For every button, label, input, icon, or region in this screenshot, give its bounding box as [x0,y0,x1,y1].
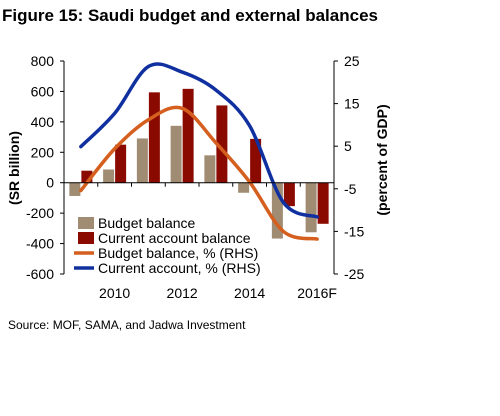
legend-swatch [78,217,94,229]
legend-swatch [78,232,94,244]
y-axis-label-right: (percent of GDP) [374,104,390,215]
y-tick-label-right: 15 [344,96,360,112]
bar-current-account-balance-2013 [216,105,228,183]
bar-current-account-balance-2009 [81,170,93,183]
legend-label: Current account, % (RHS) [98,260,261,276]
y-tick-label-left: -200 [26,205,54,221]
bar-current-account-balance-2010 [115,144,127,183]
axes-layer: -600 -400 -200 0 200 400 600 800 -25 -15 -5 5 15 25 20… [26,53,364,301]
source-note: Source: MOF, SAMA, and Jadwa Investment [8,318,246,332]
x-tick-label: 2012 [167,285,198,301]
bar-budget-balance-2012 [170,125,182,183]
bar-current-account-balance-2012 [182,88,194,183]
y-tick-label-left: 400 [31,114,55,130]
y-tick-label-right: 5 [344,138,352,154]
bar-current-account-balance-2014 [250,138,262,183]
y-tick-label-right: -15 [344,223,364,239]
bar-current-account-balance-2011 [148,92,160,183]
bar-budget-balance-2016F [305,182,317,233]
legend-label: Budget balance, % (RHS) [98,245,258,261]
figure-title: Figure 15: Saudi budget and external bal… [2,6,378,25]
y-tick-label-right: 25 [344,53,360,69]
y-axis-label-left: (SR billion) [6,131,22,205]
bar-budget-balance-2014 [238,182,250,193]
bar-budget-balance-2011 [136,138,148,183]
legend-label: Budget balance [98,215,196,231]
bar-budget-balance-2010 [103,169,115,183]
y-tick-label-left: 800 [31,53,55,69]
legend-label: Current account balance [98,230,251,246]
x-tick-label: 2016F [297,285,337,301]
line-budget-balance-rhs- [79,105,319,241]
x-tick-label: 2010 [99,285,130,301]
y-tick-label-right: -25 [344,266,364,282]
line-current-account-rhs- [79,62,319,219]
y-tick-label-right: -5 [344,181,357,197]
bars-layer [69,88,329,239]
y-tick-label-left: -600 [26,266,54,282]
y-tick-label-left: 0 [46,175,54,191]
y-tick-label-left: 600 [31,83,55,99]
bar-budget-balance-2009 [69,182,81,196]
x-tick-label: 2014 [234,285,265,301]
bar-current-account-balance-2015 [283,182,295,207]
chart: -600 -400 -200 0 200 400 600 800 -25 -15 -5 5 15 25 20… [6,53,390,301]
y-tick-label-left: 200 [31,144,55,160]
bar-current-account-balance-2016F [317,182,329,224]
bar-budget-balance-2013 [204,155,216,183]
bar-budget-balance-2015 [271,182,283,239]
lines-layer [79,62,319,241]
y-tick-label-left: -400 [26,236,54,252]
